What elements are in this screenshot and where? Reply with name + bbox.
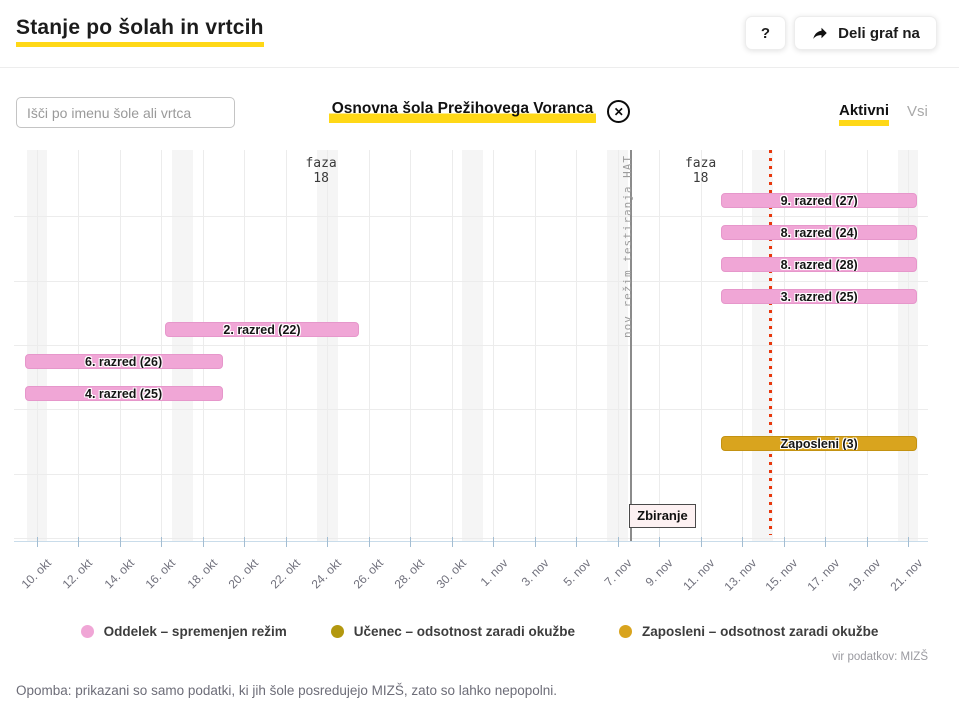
x-axis-tick: [244, 537, 246, 547]
x-axis-tick: [327, 537, 329, 547]
x-tick-label: 17. nov: [804, 556, 842, 594]
x-tick-label: 20. okt: [225, 556, 262, 592]
legend-label: Oddelek – spremenjen režim: [103, 624, 287, 639]
page-title: Stanje po šolah in vrtcih: [16, 16, 264, 47]
gantt-bar[interactable]: 4. razred (25): [24, 386, 223, 402]
x-axis-tick: [659, 537, 661, 547]
tab-aktivni[interactable]: Aktivni: [839, 102, 890, 126]
x-tick-label: 15. nov: [762, 556, 801, 594]
faza-label: faza 18: [305, 156, 337, 186]
horizontal-gridline: [14, 538, 928, 539]
legend-label: Učenec – odsotnost zaradi okužbe: [353, 624, 576, 639]
x-axis-tick: [617, 537, 619, 547]
share-button[interactable]: Deli graf na: [794, 16, 937, 50]
data-source-label: vir podatkov: MIZŠ: [832, 651, 928, 663]
x-tick-label: 13. nov: [721, 556, 759, 594]
share-arrow-icon: [811, 24, 829, 42]
tab-vsi[interactable]: Vsi: [907, 103, 928, 120]
x-axis-tick: [576, 537, 578, 547]
x-axis-tick: [742, 537, 744, 547]
x-tick-label: 10. okt: [18, 556, 54, 592]
x-axis-tick: [866, 537, 868, 547]
x-tick-label: 9. nov: [643, 556, 677, 590]
gantt-bar[interactable]: 3. razred (25): [721, 289, 917, 305]
x-tick-label: 24. okt: [308, 556, 345, 592]
legend-item: Učenec – odsotnost zaradi okužbe: [330, 624, 576, 639]
x-tick-label: 5. nov: [560, 556, 594, 590]
legend-dot-icon: [330, 625, 344, 638]
header-divider: [0, 67, 959, 68]
x-tick-label: 30. okt: [433, 556, 469, 592]
faza-label: faza 18: [684, 156, 717, 186]
x-tick-label: 12. okt: [60, 556, 96, 592]
x-axis-tick: [451, 537, 453, 547]
regime-change-line: [630, 150, 633, 541]
selected-school-name: Osnovna šola Prežihovega Voranca: [328, 100, 597, 123]
chart-legend: Oddelek – spremenjen režim Učenec – odsot…: [0, 624, 959, 639]
x-axis-tick: [161, 537, 163, 547]
zbiranje-annotation: Zbiranje: [629, 504, 696, 528]
gantt-bar[interactable]: Zaposleni (3): [721, 436, 917, 452]
x-tick-label: 3. nov: [518, 556, 552, 590]
x-axis-tick: [700, 537, 702, 547]
legend-dot-icon: [619, 625, 633, 638]
x-axis-tick: [534, 537, 536, 547]
legend-dot-icon: [80, 625, 94, 638]
selected-school-chip: Osnovna šola Prežihovega Voranca ✕: [0, 100, 959, 123]
help-icon: ?: [760, 24, 771, 42]
horizontal-gridline: [14, 345, 928, 346]
x-axis-tick: [368, 537, 370, 547]
legend-label: Zaposleni – odsotnost zaradi okužbe: [642, 624, 879, 639]
horizontal-gridline: [14, 409, 928, 410]
gantt-bar[interactable]: 9. razred (27): [721, 192, 917, 208]
x-axis-tick: [825, 537, 827, 547]
horizontal-gridline: [14, 216, 928, 217]
help-button[interactable]: ?: [745, 16, 786, 50]
x-axis-tick: [119, 537, 121, 547]
x-tick-label: 19. nov: [845, 556, 884, 594]
horizontal-gridline: [14, 280, 928, 282]
close-icon[interactable]: ✕: [607, 100, 631, 123]
share-button-label: Deli graf na: [838, 24, 920, 42]
x-tick-label: 18. okt: [184, 556, 220, 592]
x-axis-tick: [783, 537, 785, 547]
x-tick-label: 22. okt: [267, 556, 303, 592]
footer-note: Opomba: prikazani so samo podatki, ki ji…: [16, 683, 558, 698]
gantt-chart: nov režim testiranja HAT Zbiranje faza 18 f…: [14, 150, 928, 594]
x-axis-tick: [37, 537, 38, 547]
x-axis-tick: [410, 537, 412, 547]
search-input[interactable]: [16, 97, 235, 128]
x-axis-tick: [493, 537, 495, 547]
x-tick-label: 7. nov: [601, 556, 635, 590]
today-dotted-line: [769, 150, 773, 535]
gantt-bar[interactable]: 6. razred (26): [24, 354, 223, 369]
x-tick-label: 1. nov: [477, 556, 511, 590]
gantt-bar[interactable]: 2. razred (22): [164, 321, 360, 337]
x-axis-tick: [907, 537, 909, 547]
gantt-bar[interactable]: 8. razred (28): [721, 257, 917, 273]
x-axis-tick: [202, 537, 204, 547]
x-tick-label: 21. nov: [887, 556, 925, 594]
legend-item: Zaposleni – odsotnost zaradi okužbe: [619, 624, 878, 639]
gantt-bar[interactable]: 8. razred (24): [721, 224, 917, 240]
x-tick-label: 11. nov: [680, 556, 718, 594]
legend-item: Oddelek – spremenjen režim: [80, 624, 287, 639]
x-axis-tick: [78, 537, 80, 547]
x-tick-label: 16. okt: [142, 556, 179, 592]
x-tick-label: 26. okt: [350, 556, 386, 592]
x-axis-line: [14, 541, 928, 542]
x-tick-label: 14. okt: [101, 556, 137, 592]
x-tick-label: 28. okt: [391, 556, 428, 592]
regime-change-label: nov režim testiranja HAT: [621, 155, 635, 338]
x-axis-tick: [285, 537, 287, 547]
horizontal-gridline: [14, 473, 928, 475]
